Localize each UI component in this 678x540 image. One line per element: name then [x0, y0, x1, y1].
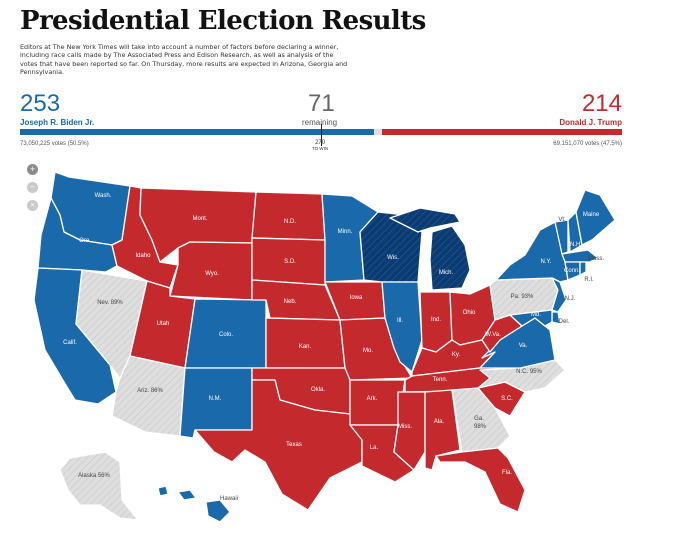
rep-electoral-bar	[382, 129, 622, 135]
us-electoral-map: Wash. Ore. Calif. Nev. 89% Idaho Mont. W…	[33, 171, 616, 523]
zoom-out-button[interactable]: −	[27, 182, 38, 193]
label-ga: Ga.	[474, 416, 484, 422]
label-al: Ala.	[434, 419, 445, 425]
label-pa: Pa. 93%	[511, 294, 534, 300]
state-kansas[interactable]	[265, 317, 346, 369]
label-az: Ariz. 86%	[137, 388, 163, 394]
label-ga-pct: 98%	[474, 424, 487, 430]
label-la: La.	[370, 445, 379, 451]
label-mt: Mont.	[192, 216, 207, 222]
state-michigan-upper[interactable]	[389, 207, 461, 233]
label-wy: Wyo.	[205, 271, 219, 277]
label-vt: Vt.	[558, 217, 566, 223]
state-vermont[interactable]	[554, 219, 569, 255]
state-illinois[interactable]	[381, 281, 423, 373]
state-florida[interactable]	[435, 447, 526, 513]
label-nm: N.M.	[209, 396, 222, 402]
label-ri: R.I.	[584, 277, 594, 283]
label-md: Md.	[531, 312, 541, 318]
label-ca: Calif.	[63, 340, 77, 346]
state-maine[interactable]	[575, 189, 616, 246]
state-new-mexico[interactable]	[179, 367, 253, 439]
rep-electoral-votes: 214	[581, 90, 622, 117]
label-hi: Hawaii	[220, 496, 238, 502]
label-sc: S.C.	[501, 396, 513, 402]
state-arkansas[interactable]	[349, 379, 406, 426]
label-or: Ore.	[79, 238, 91, 244]
label-nj: N.J.	[565, 296, 576, 302]
dem-candidate-name: Joseph R. Biden Jr.	[20, 118, 95, 127]
to-win-label: 270 TO WIN	[312, 140, 328, 152]
label-ct: Conn.	[564, 268, 580, 274]
label-il: Ill.	[397, 318, 403, 324]
label-mo: Mo.	[363, 348, 373, 354]
state-massachusetts[interactable]	[561, 249, 599, 263]
state-maryland[interactable]	[509, 309, 553, 327]
label-nc: N.C. 95%	[516, 369, 542, 375]
dem-popular-votes: 73,050,225 votes (50.5%)	[20, 141, 89, 147]
remaining-electoral-bar	[374, 129, 382, 135]
label-ky: Ky.	[452, 352, 461, 358]
rep-candidate-name: Donald J. Trump	[559, 118, 622, 127]
label-in: Ind.	[431, 317, 441, 323]
label-ut: Utah	[157, 321, 170, 327]
state-wisconsin[interactable]	[359, 211, 423, 283]
label-wi: Wis.	[387, 255, 399, 261]
label-wa: Wash.	[95, 193, 112, 199]
state-north-dakota[interactable]	[251, 191, 326, 241]
dem-electoral-bar	[20, 129, 374, 135]
label-ma: Mass.	[588, 256, 604, 262]
label-nd: N.D.	[284, 219, 296, 225]
label-me: Maine	[583, 212, 600, 218]
label-ak: Alaska 56%	[78, 473, 110, 479]
label-oh: Ohio	[463, 310, 476, 316]
label-ia: Iowa	[350, 295, 363, 301]
state-hawaii-west[interactable]	[157, 485, 169, 497]
label-ok: Okla.	[311, 387, 325, 393]
state-michigan[interactable]	[429, 225, 471, 291]
reset-map-button[interactable]: ×	[27, 200, 38, 211]
label-nh: N.H.	[570, 242, 582, 248]
label-tx: Texas	[286, 442, 302, 448]
dem-electoral-votes: 253	[20, 90, 61, 117]
remaining-label: remaining	[302, 118, 338, 127]
intro-text: Editors at The New York Times will take …	[20, 43, 348, 77]
label-mn: Minn.	[338, 229, 353, 235]
label-mi: Mich.	[439, 270, 454, 276]
state-alaska[interactable]	[59, 451, 139, 521]
label-ms: Miss.	[398, 424, 412, 430]
to-win-number: 270	[315, 140, 326, 146]
label-tn: Tenn.	[433, 377, 448, 383]
label-ny: N.Y.	[541, 259, 552, 265]
label-ne: Neb.	[284, 299, 297, 305]
rep-popular-votes: 69,151,070 votes (47.5%)	[553, 141, 622, 147]
label-id: Idaho	[135, 253, 151, 259]
zoom-in-button[interactable]: +	[27, 164, 38, 175]
to-win-marker	[321, 124, 322, 146]
state-hawaii-mid[interactable]	[177, 489, 197, 501]
label-va: Va.	[519, 343, 528, 349]
label-ar: Ark.	[367, 396, 378, 402]
state-texas[interactable]	[194, 379, 363, 511]
state-rhode-island[interactable]	[579, 261, 587, 276]
to-win-text: TO WIN	[312, 146, 329, 151]
label-fl: Fla.	[502, 470, 512, 476]
label-de: Del.	[559, 319, 570, 325]
label-ks: Kan.	[299, 344, 312, 350]
label-wv: W.Va.	[485, 332, 501, 338]
label-nv: Nev. 89%	[97, 300, 123, 306]
label-sd: S.D.	[284, 259, 296, 265]
page-title: Presidential Election Results	[20, 6, 426, 36]
label-co: Colo.	[219, 332, 233, 338]
state-hawaii-big[interactable]	[205, 499, 231, 523]
remaining-electoral-votes: 71	[308, 90, 335, 117]
